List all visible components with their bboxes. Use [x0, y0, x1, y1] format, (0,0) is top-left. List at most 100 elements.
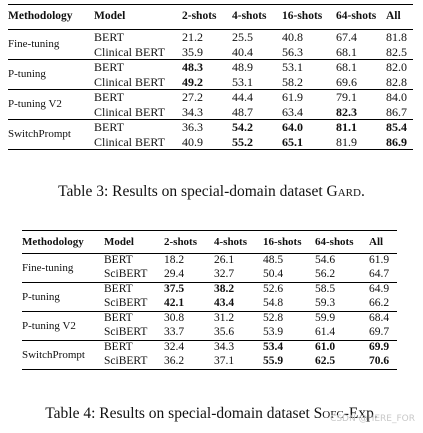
methodology-cell: Fine-tuning [22, 261, 74, 274]
model-cell: Clinical BERT [94, 44, 165, 59]
model-cell: SciBERT [104, 268, 148, 281]
model-cell: SciBERT [104, 355, 148, 368]
score-cell: 66.2 [369, 297, 390, 310]
header-model: Model [94, 10, 126, 23]
method-group: P-tuning BERT 37.5 38.2 52.6 58.5 64.9 SciBERT 4… [22, 283, 397, 312]
header-4-shots: 4-shots [232, 10, 267, 23]
score-cell: 31.2 [214, 312, 235, 325]
model-cell: BERT [104, 254, 133, 267]
score-cell: 55.9 [263, 355, 284, 368]
model-cell: Clinical BERT [94, 104, 165, 119]
score-cell: 85.4 [386, 120, 407, 135]
method-group: SwitchPrompt BERT 32.4 34.3 53.4 61.0 69.9 SciB… [22, 341, 397, 370]
table-4: Methodology Model 2-shots 4-shots 16-sho… [22, 230, 397, 370]
table-row: Clinical BERT 40.9 55.2 65.1 81.9 86.9 [8, 135, 413, 150]
score-cell: 82.3 [336, 104, 357, 119]
score-cell: 18.2 [164, 254, 185, 267]
header-all: All [369, 235, 384, 248]
score-cell: 61.9 [282, 90, 303, 105]
table-row: P-tuning BERT 48.3 48.9 53.1 68.1 82.0 [8, 60, 413, 79]
score-cell: 55.2 [232, 134, 253, 149]
score-cell: 49.2 [182, 74, 203, 89]
table-4-caption: Table 4: Results on special-domain datas… [0, 405, 423, 423]
table-row: P-tuning V2 BERT 30.8 31.2 52.8 59.9 68.4 [22, 312, 397, 331]
header-2-shots: 2-shots [182, 10, 217, 23]
watermark: CSDN @HERE_FOR [330, 414, 415, 424]
caption-dataset-smallcaps: ard [337, 183, 361, 200]
header-16-shots: 16-shots [263, 235, 302, 248]
score-cell: 56.2 [315, 268, 336, 281]
caption-dataset-smallcaps: ofc [322, 405, 344, 422]
methodology-cell: P-tuning V2 [22, 319, 76, 332]
score-cell: 82.0 [386, 60, 407, 75]
table-row: Fine-tuning BERT 21.2 25.5 40.8 67.4 81.8 [8, 30, 413, 49]
score-cell: 53.1 [282, 60, 303, 75]
table-row: SwitchPrompt BERT 32.4 34.3 53.4 61.0 69.9 [22, 341, 397, 360]
score-cell: 21.2 [182, 30, 203, 45]
score-cell: 61.9 [369, 254, 390, 267]
caption-text: Table 4: Results on special-domain datas… [45, 405, 323, 422]
caption-end: -Exp. [343, 405, 378, 422]
caption-text: Table 3: Results on special-domain datas… [58, 183, 338, 200]
model-cell: BERT [94, 30, 124, 45]
score-cell: 40.4 [232, 44, 253, 59]
score-cell: 54.6 [315, 254, 336, 267]
score-cell: 27.2 [182, 90, 203, 105]
method-group: Fine-tuning BERT 18.2 26.1 48.5 54.6 61.9 SciBE… [22, 254, 397, 283]
caption-end: . [360, 183, 365, 200]
score-cell: 53.1 [232, 74, 253, 89]
table-row: P-tuning BERT 37.5 38.2 52.6 58.5 64.9 [22, 283, 397, 302]
model-cell: Clinical BERT [94, 74, 165, 89]
score-cell: 44.4 [232, 90, 253, 105]
score-cell: 68.1 [336, 60, 357, 75]
score-cell: 50.4 [263, 268, 284, 281]
model-cell: BERT [94, 120, 124, 135]
methodology-cell: P-tuning V2 [8, 98, 62, 110]
score-cell: 58.5 [315, 283, 336, 296]
method-group: P-tuning V2 BERT 30.8 31.2 52.8 59.9 68.4 SciBE… [22, 312, 397, 341]
table-row: SciBERT 33.7 35.6 53.9 61.4 69.7 [22, 326, 397, 341]
table-row: Clinical BERT 35.9 40.4 56.3 68.1 82.5 [8, 45, 413, 60]
score-cell: 65.1 [282, 134, 303, 149]
table-row: Clinical BERT 49.2 53.1 58.2 69.6 82.8 [8, 75, 413, 90]
score-cell: 86.9 [386, 134, 407, 149]
header-methodology: Methodology [22, 235, 84, 248]
score-cell: 37.5 [164, 283, 185, 296]
score-cell: 81.8 [386, 30, 407, 45]
score-cell: 69.7 [369, 326, 390, 339]
methodology-cell: P-tuning [8, 68, 46, 80]
method-group: P-tuning BERT 48.3 48.9 53.1 68.1 82.0 Clinical… [8, 60, 413, 90]
score-cell: 69.9 [369, 341, 390, 354]
model-cell: BERT [104, 283, 133, 296]
score-cell: 34.3 [214, 341, 235, 354]
score-cell: 70.6 [369, 355, 390, 368]
score-cell: 34.3 [182, 104, 203, 119]
score-cell: 63.4 [282, 104, 303, 119]
score-cell: 52.6 [263, 283, 284, 296]
score-cell: 54.8 [263, 297, 284, 310]
score-cell: 32.7 [214, 268, 235, 281]
score-cell: 64.9 [369, 283, 390, 296]
methodology-cell: SwitchPrompt [22, 348, 85, 361]
header-model: Model [104, 235, 134, 248]
model-cell: Clinical BERT [94, 134, 165, 149]
score-cell: 54.2 [232, 120, 253, 135]
score-cell: 48.3 [182, 60, 203, 75]
model-cell: SciBERT [104, 297, 148, 310]
model-cell: BERT [94, 90, 124, 105]
model-cell: SciBERT [104, 326, 148, 339]
score-cell: 36.2 [164, 355, 185, 368]
score-cell: 36.3 [182, 120, 203, 135]
score-cell: 25.5 [232, 30, 253, 45]
score-cell: 35.6 [214, 326, 235, 339]
score-cell: 33.7 [164, 326, 185, 339]
methodology-cell: Fine-tuning [8, 38, 60, 50]
header-methodology: Methodology [8, 10, 73, 23]
score-cell: 81.9 [336, 134, 357, 149]
header-4-shots: 4-shots [214, 235, 248, 248]
score-cell: 53.4 [263, 341, 284, 354]
score-cell: 62.5 [315, 355, 336, 368]
methodology-cell: SwitchPrompt [8, 128, 71, 140]
score-cell: 68.4 [369, 312, 390, 325]
score-cell: 40.9 [182, 134, 203, 149]
